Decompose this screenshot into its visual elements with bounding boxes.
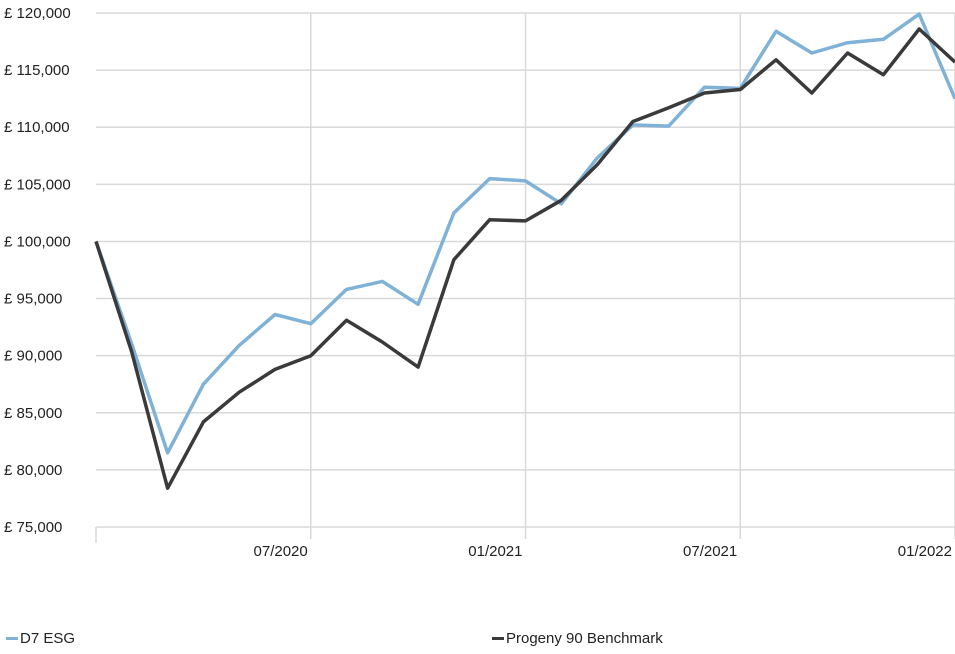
x-tick-label: 01/2022: [898, 543, 952, 560]
y-tick-label: £ 110,000: [4, 119, 70, 136]
x-tick-label: 07/2021: [683, 543, 737, 560]
legend-swatch-progeny-90-benchmark: [492, 637, 504, 640]
legend-swatch-d7-esg: [6, 637, 18, 640]
y-tick-label: £ 115,000: [4, 62, 70, 79]
x-axis: 07/2020 01/2021 07/2021 01/2022: [254, 543, 952, 560]
y-tick-label: £ 105,000: [4, 176, 71, 193]
y-tick-label: £ 90,000: [4, 348, 62, 365]
y-tick-label: £ 85,000: [4, 405, 62, 422]
legend-item-progeny-90-benchmark: Progeny 90 Benchmark: [492, 630, 663, 647]
x-tick-label: 07/2020: [254, 543, 308, 560]
y-tick-label: £ 120,000: [4, 5, 71, 22]
legend-label-d7-esg: D7 ESG: [20, 630, 76, 647]
y-tick-label: £ 100,000: [4, 233, 71, 250]
legend-item-d7-esg: D7 ESG: [6, 630, 75, 647]
gridlines: [95, 12, 955, 543]
series-layer: [94, 12, 955, 490]
legend-label-progeny-90-benchmark: Progeny 90 Benchmark: [506, 630, 663, 647]
y-tick-label: £ 80,000: [4, 462, 62, 479]
y-tick-label: £ 95,000: [4, 291, 62, 308]
y-axis: £ 75,000 £ 80,000 £ 85,000 £ 90,000 £ 95,000…: [4, 5, 71, 536]
x-tick-label: 01/2021: [468, 543, 522, 560]
series-line-d7-esg: [94, 12, 955, 455]
y-tick-label: £ 75,000: [4, 519, 62, 536]
series-line-progeny-90-benchmark: [94, 27, 955, 490]
